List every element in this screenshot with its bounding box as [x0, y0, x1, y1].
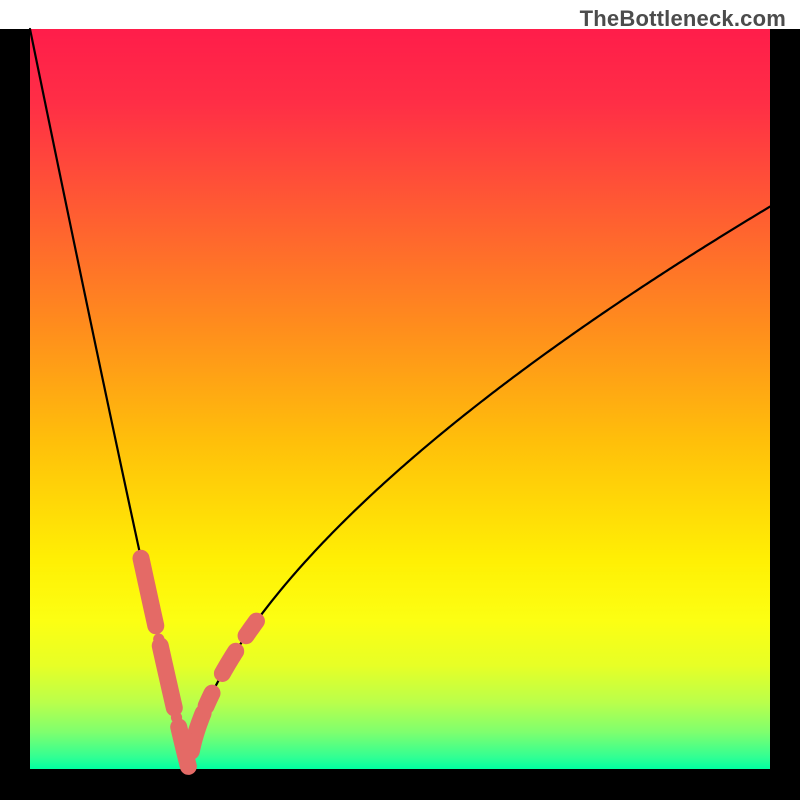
marker-dot — [135, 553, 146, 564]
chart-root: TheBottleneck.com — [0, 0, 800, 800]
plot-background — [30, 29, 770, 769]
marker-dot — [144, 593, 155, 604]
marker-dot — [231, 645, 242, 656]
marker-dot — [202, 697, 213, 708]
watermark-text: TheBottleneck.com — [580, 6, 786, 32]
marker-dot — [171, 712, 182, 723]
marker-dot — [162, 673, 173, 684]
marker-dot — [180, 749, 191, 760]
marker-dot — [246, 622, 257, 633]
marker-dot — [153, 634, 164, 645]
marker-dot — [191, 726, 202, 737]
chart-svg — [0, 0, 800, 800]
marker-dot — [216, 669, 227, 680]
